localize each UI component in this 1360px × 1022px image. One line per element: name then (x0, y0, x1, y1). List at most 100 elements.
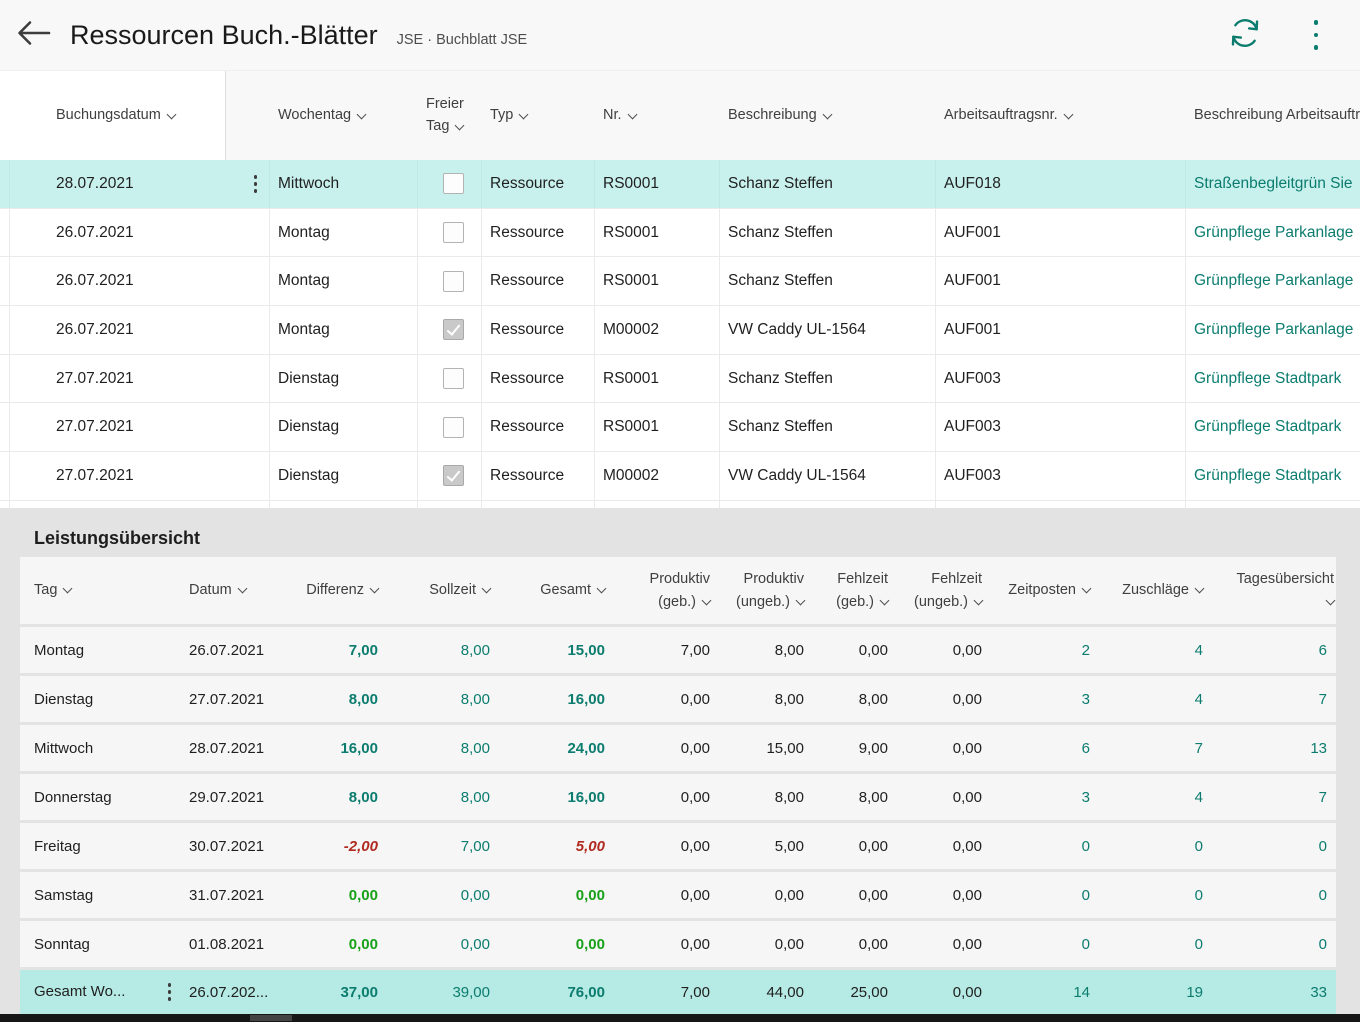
column-header-buchungsdatum[interactable]: Buchungsdatum (10, 70, 270, 160)
summary-row[interactable]: Montag 26.07.2021 7,00 8,00 15,00 7,00 8,00 0,0… (20, 627, 1336, 673)
column-header-nr[interactable]: Nr. (595, 70, 720, 160)
summary-cell-differenz[interactable]: 8,00 (348, 690, 378, 708)
cell-typ[interactable]: Ressource (482, 354, 595, 403)
summary-row[interactable]: Donnerstag 29.07.2021 8,00 8,00 16,00 0,00 8,0… (20, 774, 1336, 820)
cell-nr[interactable]: RS0001 (595, 160, 720, 208)
cell-wochentag[interactable]: Mittwoch (270, 160, 418, 208)
cell-typ[interactable]: Ressource (482, 257, 595, 306)
summary-column-header-gesamt[interactable]: Gesamt (492, 579, 607, 601)
cell-nr[interactable]: M00002 (595, 452, 720, 500)
cell-arbeitsauftragsnr[interactable]: AUF001 (936, 208, 1186, 257)
scrollbar-thumb[interactable] (250, 1015, 292, 1021)
summary-cell-tagesuebersicht[interactable]: 13 (1310, 739, 1327, 757)
cell-wochentag[interactable]: Montag (270, 208, 418, 257)
column-header-freier-tag[interactable]: Freier Tag (418, 70, 482, 160)
summary-cell-sollzeit[interactable]: 8,00 (460, 641, 490, 659)
cell-typ[interactable]: Ressource (482, 306, 595, 354)
cell-freier-tag[interactable] (418, 306, 482, 354)
cell-typ[interactable]: Ressource (482, 160, 595, 208)
summary-row[interactable]: Sonntag 01.08.2021 0,00 0,00 0,00 0,00 0,00 0,0… (20, 921, 1336, 967)
summary-cell-zuschlaege[interactable]: 0 (1194, 886, 1203, 904)
cell-beschreibung[interactable]: Schanz Steffen (720, 160, 936, 208)
row-select-gutter[interactable] (0, 257, 10, 306)
summary-cell-sollzeit[interactable]: 0,00 (460, 886, 490, 904)
journal-row[interactable]: 27.07.2021 Dienstag Ressource M00002 VW Cadd… (0, 452, 1360, 501)
cell-wochentag[interactable]: Dienstag (270, 403, 418, 452)
summary-cell-differenz[interactable]: 7,00 (348, 641, 378, 659)
summary-column-header-produktiv-ungeb[interactable]: Produktiv (ungeb.) (712, 568, 806, 613)
summary-cell-differenz[interactable]: 0,00 (348, 886, 378, 904)
total-row-options-ellipsis[interactable] (167, 983, 171, 1001)
summary-column-header-datum[interactable]: Datum (175, 579, 292, 601)
summary-cell-zuschlaege[interactable]: 7 (1194, 739, 1203, 757)
column-header-beschreibung[interactable]: Beschreibung (720, 70, 936, 160)
summary-cell-zeitposten[interactable]: 0 (1081, 935, 1090, 953)
cell-freier-tag[interactable] (418, 208, 482, 257)
journal-row[interactable]: 26.07.2021 Montag Ressource RS0001 Schanz St… (0, 257, 1360, 307)
summary-cell-sollzeit[interactable]: 8,00 (460, 739, 490, 757)
cell-freier-tag[interactable] (418, 354, 482, 403)
summary-cell-differenz[interactable]: -2,00 (343, 837, 378, 855)
free-day-checkbox[interactable] (443, 368, 464, 390)
cell-beschreibung[interactable]: VW Caddy UL-1564 (720, 306, 936, 354)
summary-cell-zuschlaege[interactable]: 0 (1194, 837, 1203, 855)
cell-wochentag[interactable]: Dienstag (270, 452, 418, 500)
summary-cell-zeitposten[interactable]: 0 (1081, 886, 1090, 904)
cell-nr[interactable]: RS0001 (595, 354, 720, 403)
summary-cell-sollzeit[interactable]: 7,00 (460, 837, 490, 855)
row-select-gutter[interactable] (0, 306, 10, 354)
cell-wochentag[interactable]: Dienstag (270, 354, 418, 403)
more-options-button[interactable] (1296, 12, 1336, 58)
summary-column-header-fehlzeit-ungeb[interactable]: Fehlzeit (ungeb.) (890, 568, 984, 613)
row-select-gutter[interactable] (0, 452, 10, 500)
summary-cell-tagesuebersicht[interactable]: 6 (1318, 641, 1327, 659)
cell-beschreibung[interactable]: VW Caddy UL-1564 (720, 452, 936, 500)
cell-beschreibung[interactable]: Schanz Steffen (720, 403, 936, 452)
cell-buchungsdatum[interactable]: 27.07.2021 (10, 403, 270, 452)
cell-beschreibung-arbeitsauftrag[interactable]: Grünpflege Parkanlage (1194, 320, 1354, 338)
cell-beschreibung[interactable]: Schanz Steffen (720, 208, 936, 257)
cell-beschreibung[interactable]: Schanz Steffen (720, 354, 936, 403)
free-day-checkbox[interactable] (443, 416, 464, 438)
cell-nr[interactable]: RS0001 (595, 257, 720, 306)
free-day-checkbox[interactable] (443, 173, 464, 195)
column-header-arbeitsauftragsnr[interactable]: Arbeitsauftragsnr. (936, 70, 1186, 160)
summary-total-row[interactable]: Gesamt Wo... 26.07.202... 37,00 39,00 76,00 7… (20, 970, 1336, 1014)
free-day-checkbox[interactable] (443, 465, 464, 487)
summary-cell-gesamt[interactable]: 16,00 (567, 690, 605, 708)
cell-nr[interactable]: RS0001 (595, 403, 720, 452)
summary-cell-gesamt[interactable]: 0,00 (575, 935, 605, 953)
summary-column-header-sollzeit[interactable]: Sollzeit (380, 579, 492, 601)
free-day-checkbox[interactable] (443, 222, 464, 244)
summary-cell-gesamt[interactable]: 15,00 (567, 641, 605, 659)
cell-wochentag[interactable]: Montag (270, 306, 418, 354)
cell-freier-tag[interactable] (418, 452, 482, 500)
summary-cell-zeitposten[interactable]: 3 (1081, 788, 1090, 806)
cell-arbeitsauftragsnr[interactable]: AUF018 (936, 160, 1186, 208)
summary-cell-differenz[interactable]: 16,00 (340, 739, 378, 757)
cell-typ[interactable]: Ressource (482, 403, 595, 452)
cell-buchungsdatum[interactable]: 26.07.2021 (10, 208, 270, 257)
cell-buchungsdatum[interactable]: 27.07.2021 (10, 354, 270, 403)
cell-arbeitsauftragsnr[interactable]: AUF003 (936, 354, 1186, 403)
row-select-gutter[interactable] (0, 354, 10, 403)
journal-batch-context[interactable]: JSE · Buchblatt JSE (396, 31, 528, 48)
summary-cell-gesamt[interactable]: 16,00 (567, 788, 605, 806)
summary-column-header-fehlzeit-geb[interactable]: Fehlzeit (geb.) (806, 568, 890, 613)
cell-beschreibung[interactable]: Schanz Steffen (720, 257, 936, 306)
journal-row[interactable]: 28.07.2021 Mittwoch Ressource RS0001 Schanz … (0, 160, 1360, 209)
refresh-button[interactable] (1222, 12, 1268, 58)
column-header-wochentag[interactable]: Wochentag (270, 70, 418, 160)
summary-column-header-tagesuebersicht[interactable]: Tagesübersicht (1205, 568, 1336, 613)
free-day-checkbox[interactable] (443, 270, 464, 292)
summary-cell-zeitposten[interactable]: 3 (1081, 690, 1090, 708)
cell-freier-tag[interactable] (418, 160, 482, 208)
back-button[interactable] (0, 0, 66, 70)
summary-cell-tagesuebersicht[interactable]: 7 (1318, 690, 1327, 708)
summary-cell-sollzeit[interactable]: 39,00 (452, 983, 490, 1001)
summary-column-header-tag[interactable]: Tag (20, 579, 175, 601)
journal-row[interactable]: 27.07.2021 Dienstag Ressource RS0001 Schanz … (0, 403, 1360, 453)
summary-cell-zeitposten[interactable]: 2 (1081, 641, 1090, 659)
free-day-checkbox[interactable] (443, 319, 464, 341)
summary-cell-differenz[interactable]: 8,00 (348, 788, 378, 806)
